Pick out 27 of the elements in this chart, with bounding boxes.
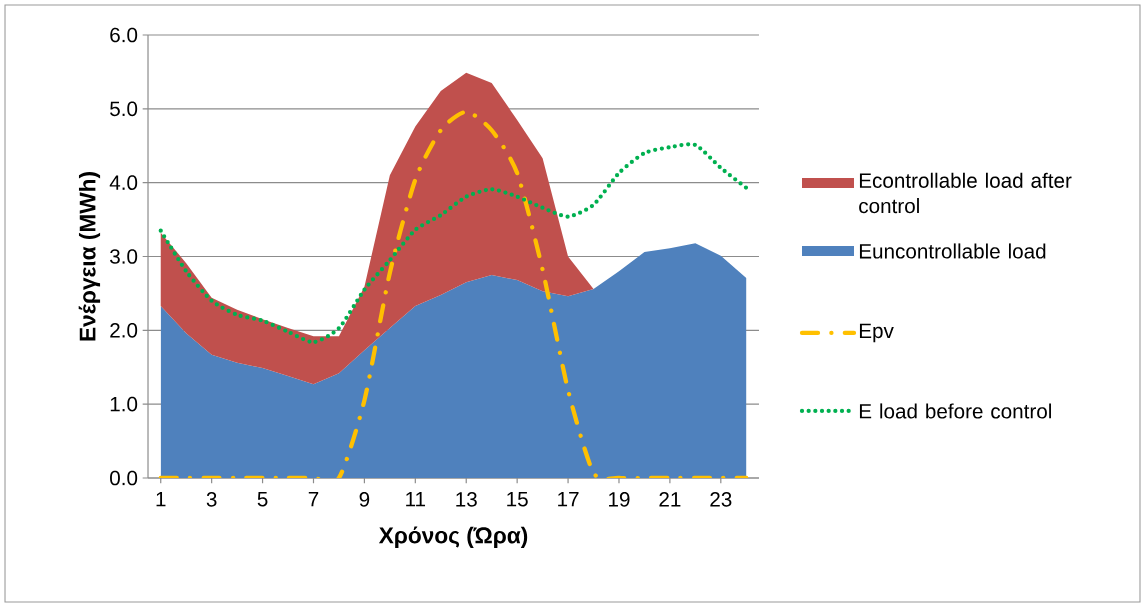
x-tick-label: 7 bbox=[308, 492, 319, 507]
x-tick-label: 5 bbox=[257, 492, 268, 507]
x-tick-label: 3 bbox=[206, 492, 217, 507]
y-tick-label: 4.0 bbox=[109, 175, 138, 190]
x-tick-label: 23 bbox=[710, 492, 732, 507]
x-tick-label: 13 bbox=[456, 492, 477, 507]
x-tick-label: 9 bbox=[359, 492, 370, 507]
y-axis-title: Ενέργεια (MWh) bbox=[78, 172, 101, 341]
legend-label: Epv bbox=[859, 323, 894, 343]
x-tick-label: 17 bbox=[558, 492, 579, 507]
y-tick-label: 3.0 bbox=[110, 249, 138, 264]
x-tick-label: 15 bbox=[507, 492, 528, 507]
legend-label: E load before control bbox=[859, 403, 1051, 419]
legend-label: Euncontrollable load bbox=[859, 243, 1046, 259]
y-tick-label: 1.0 bbox=[110, 396, 138, 412]
x-tick-label: 19 bbox=[609, 492, 630, 507]
y-tick-label: 2.0 bbox=[110, 323, 138, 338]
legend-label: Econtrollable load after control bbox=[859, 172, 1072, 214]
y-tick-label: 5.0 bbox=[110, 101, 138, 117]
y-tick-label: 0.0 bbox=[110, 470, 138, 486]
x-tick-label: 11 bbox=[406, 492, 426, 507]
x-axis-title: Χρόνος (Ώρα) bbox=[378, 526, 528, 548]
x-tick-label: 1 bbox=[156, 492, 166, 507]
line-series bbox=[158, 109, 749, 478]
line-series bbox=[158, 142, 749, 345]
y-tick-label: 6.0 bbox=[110, 27, 138, 43]
x-tick-label: 21 bbox=[659, 492, 681, 507]
